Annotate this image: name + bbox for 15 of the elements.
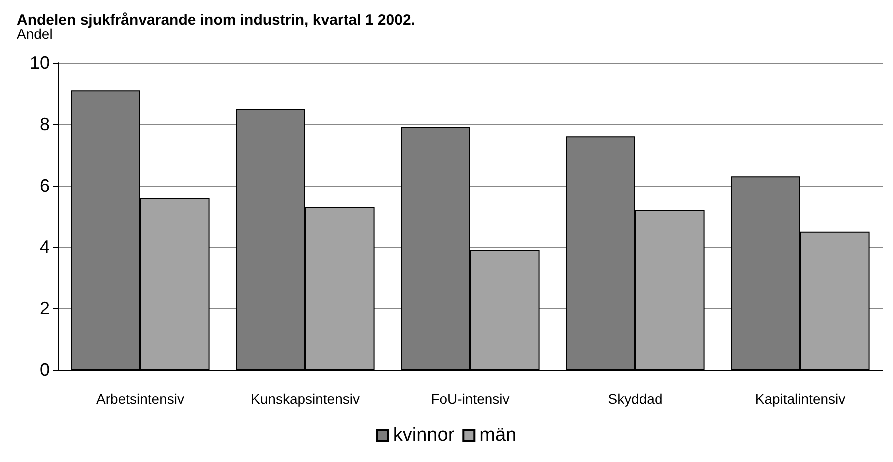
y-tick-label: 6 [40, 176, 50, 196]
x-tick-label: Kapitalintensiv [755, 391, 846, 407]
y-tick-label: 8 [40, 114, 50, 134]
legend-label: män [480, 425, 517, 446]
y-axis-title: Andel [17, 26, 53, 42]
chart-title: Andelen sjukfrånvarande inom industrin, kvartal 1 2002. [17, 12, 416, 29]
x-tick-label: Kunskapsintensiv [251, 391, 360, 407]
y-tick-label: 2 [40, 298, 50, 319]
legend-label: kvinnor [393, 425, 456, 446]
x-tick-label: Skyddad [608, 391, 663, 407]
x-tick-label: FoU-intensiv [431, 391, 510, 407]
y-tick-label: 4 [40, 237, 50, 258]
y-tick-label: 10 [30, 53, 50, 73]
y-tick-label: 0 [40, 360, 50, 380]
x-tick-label: Arbetsintensiv [96, 391, 184, 407]
